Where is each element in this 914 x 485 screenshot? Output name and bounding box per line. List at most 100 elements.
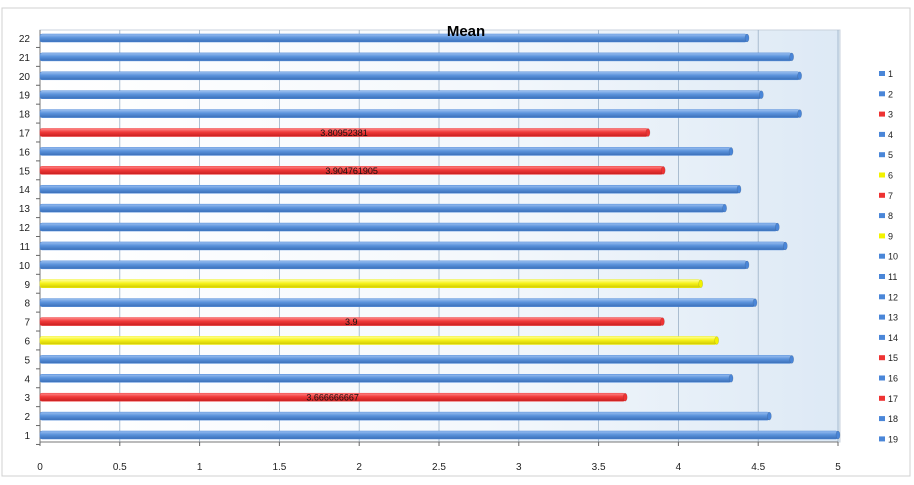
legend-swatch	[879, 233, 885, 239]
bar-cap	[728, 147, 734, 156]
legend-label: 17	[888, 394, 898, 404]
y-tick-label: 21	[19, 53, 31, 64]
bar	[39, 298, 756, 307]
data-label: 3.9	[345, 317, 358, 327]
x-tick-label: 0.5	[113, 462, 127, 473]
legend-label: 3	[888, 110, 893, 120]
legend-swatch	[879, 111, 885, 117]
bar-cap	[797, 109, 802, 118]
legend-label: 1	[888, 69, 893, 79]
bar	[39, 33, 748, 43]
bar-cap	[744, 260, 750, 270]
bar-cap	[660, 317, 665, 326]
y-tick-label: 17	[19, 129, 31, 140]
legend-swatch	[879, 91, 885, 97]
bar-cap	[622, 392, 628, 402]
legend-label: 13	[888, 313, 898, 323]
bar	[39, 184, 740, 194]
bar	[39, 241, 786, 251]
bar-cap	[789, 355, 794, 364]
legend-swatch	[879, 253, 885, 259]
y-tick-label: 15	[19, 166, 31, 177]
x-tick-label: 4	[676, 462, 682, 473]
bar	[39, 203, 725, 213]
legend-swatch	[879, 131, 885, 137]
legend-label: 10	[888, 252, 898, 262]
legend-swatch	[879, 192, 885, 198]
legend-swatch	[879, 172, 885, 178]
bar-cap	[728, 374, 734, 383]
y-tick-label: 9	[24, 280, 30, 291]
legend-swatch	[879, 274, 885, 279]
data-label: 3.666666667	[306, 393, 359, 403]
x-axis-ticks: 0 0.5 1 1.5 2 2.5 3 3.5 4 4.5 5	[37, 442, 841, 473]
legend-label: 11	[888, 272, 897, 282]
bar	[39, 279, 701, 289]
data-labels: 3.666666667 3.9 3.904761905 3.80952381	[306, 128, 378, 403]
y-tick-label: 14	[19, 185, 31, 196]
bar-cap	[736, 184, 742, 194]
y-tick-label: 5	[24, 355, 30, 366]
legend-swatch	[879, 375, 885, 381]
legend-label: 4	[888, 130, 893, 140]
x-tick-label: 0	[37, 462, 43, 473]
legend-label: 9	[888, 231, 893, 241]
legend-swatch	[879, 294, 885, 300]
bar-cap	[660, 166, 666, 175]
y-tick-label: 1	[24, 431, 30, 442]
bar-cap	[789, 52, 794, 62]
bar	[39, 52, 792, 62]
bar-cap	[775, 222, 780, 232]
y-tick-label: 19	[19, 91, 31, 102]
bar	[39, 147, 732, 156]
bars	[39, 33, 841, 440]
bar	[39, 109, 800, 118]
bar-cap	[698, 279, 703, 289]
legend-swatch	[879, 416, 885, 422]
x-tick-label: 2.5	[432, 462, 446, 473]
bar-cap	[797, 71, 802, 81]
bar	[39, 336, 717, 345]
legend-label: 14	[888, 333, 898, 343]
legend-label: 19	[888, 434, 898, 444]
legend-label: 6	[888, 171, 893, 181]
x-tick-label: 5	[835, 462, 841, 473]
bar-cap	[722, 203, 727, 213]
y-tick-label: 7	[24, 318, 30, 329]
y-tick-label: 2	[24, 412, 30, 423]
legend-swatch	[879, 436, 885, 442]
bar	[39, 90, 762, 99]
y-tick-label: 12	[19, 223, 31, 234]
y-tick-label: 16	[19, 147, 31, 158]
legend-label: 2	[888, 89, 893, 99]
y-tick-label: 3	[24, 393, 30, 404]
legend-swatch	[879, 355, 885, 361]
y-tick-label: 4	[24, 374, 30, 385]
y-tick-label: 18	[19, 110, 31, 121]
y-tick-label: 11	[20, 242, 31, 253]
legend-swatch	[879, 213, 885, 219]
bar-cap	[752, 298, 758, 307]
bar	[39, 411, 770, 421]
y-tick-label: 22	[19, 34, 31, 45]
bar-cap	[835, 430, 841, 440]
legend-swatch	[879, 152, 885, 158]
legend-swatch	[879, 314, 885, 320]
legend-label: 8	[888, 211, 893, 221]
legend-swatch	[879, 71, 885, 76]
bar-cap	[714, 336, 719, 345]
legend-label: 16	[888, 374, 898, 384]
bar-cap	[767, 411, 772, 421]
bar	[39, 71, 800, 81]
x-tick-label: 2	[356, 462, 362, 473]
bar	[39, 430, 839, 440]
bar-cap	[783, 241, 788, 251]
legend-label: 7	[888, 191, 893, 201]
bar-cap	[759, 90, 764, 99]
legend-swatch	[879, 395, 885, 401]
legend-label: 5	[888, 150, 893, 160]
